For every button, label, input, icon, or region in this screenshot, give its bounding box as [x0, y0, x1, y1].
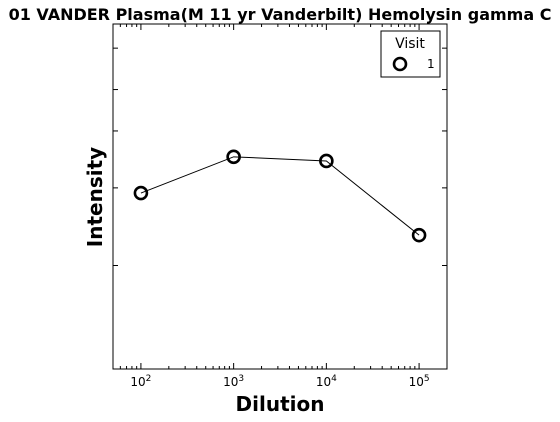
- x-tick-label: 104: [316, 374, 337, 389]
- x-tick-exponent: 4: [331, 374, 337, 384]
- x-tick-label: 105: [409, 374, 430, 389]
- legend: Visit 1: [381, 31, 440, 77]
- chart-title: 01 VANDER Plasma(M 11 yr Vanderbilt) Hem…: [9, 5, 552, 24]
- x-tick-exponent: 3: [238, 374, 244, 384]
- x-tick-label: 103: [223, 374, 244, 389]
- x-tick-exponent: 5: [424, 374, 430, 384]
- x-tick-base: 10: [316, 375, 331, 389]
- y-axis-label: Intensity: [83, 147, 107, 247]
- x-tick-base: 10: [223, 375, 238, 389]
- legend-entry-label: 1: [427, 57, 435, 71]
- x-tick-base: 10: [130, 375, 145, 389]
- x-axis-label: Dilution: [236, 392, 325, 416]
- legend-title: Visit: [395, 36, 425, 52]
- x-tick-base: 10: [409, 375, 424, 389]
- x-tick-exponent: 2: [146, 374, 152, 384]
- x-tick-label: 102: [130, 374, 151, 389]
